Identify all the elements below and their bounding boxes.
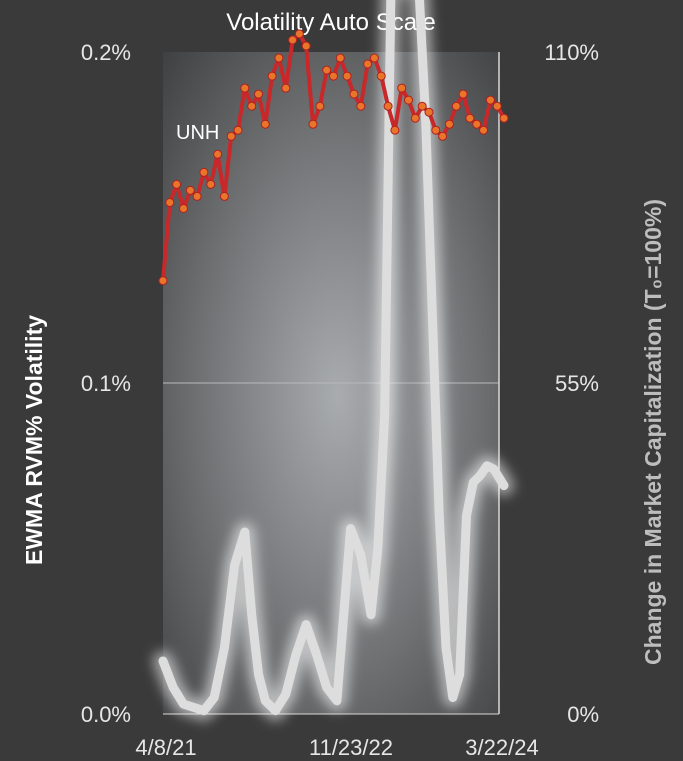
- market-cap-point-39: [424, 107, 434, 117]
- market-cap-point-33: [383, 101, 393, 111]
- market-cap-point-38: [417, 101, 427, 111]
- volatility-line: [158, 0, 509, 716]
- market-cap-point-0: [158, 276, 168, 286]
- market-cap-point-43: [451, 101, 461, 111]
- market-cap-point-19: [288, 35, 298, 45]
- market-cap-point-49: [492, 101, 502, 111]
- market-cap-point-44: [458, 89, 468, 99]
- y-tick-right-0: 0%: [567, 702, 599, 727]
- market-cap-point-15: [260, 119, 270, 129]
- market-cap-point-50: [499, 113, 509, 123]
- y-axis-right-label: Change in Market Capitalization (T₀=100%…: [640, 199, 666, 665]
- market-cap-point-25: [329, 71, 338, 81]
- market-cap-point-22: [308, 119, 318, 129]
- market-cap-point-28: [349, 89, 359, 99]
- y-tick-right-1: 55%: [555, 371, 599, 396]
- market-cap-point-42: [444, 119, 454, 129]
- market-cap-point-12: [240, 83, 250, 93]
- market-cap-point-47: [479, 125, 488, 135]
- market-cap-point-16: [267, 71, 277, 81]
- market-cap-point-34: [390, 125, 400, 135]
- market-cap-point-11: [233, 125, 243, 135]
- market-cap-point-32: [376, 71, 386, 81]
- volatility-series: [153, 0, 514, 721]
- y-tick-right-2: 110%: [544, 40, 599, 65]
- market-cap-series: [158, 29, 509, 286]
- market-cap-point-20: [294, 29, 304, 39]
- market-cap-point-1: [165, 198, 175, 207]
- market-cap-point-27: [342, 71, 352, 81]
- market-cap-point-10: [226, 131, 236, 141]
- x-tick-0: 4/8/21: [135, 735, 196, 760]
- market-cap-point-24: [322, 65, 332, 75]
- market-cap-point-3: [179, 204, 188, 213]
- market-cap-point-46: [472, 119, 482, 129]
- x-tick-1: 11/23/22: [309, 735, 393, 760]
- market-cap-point-4: [185, 185, 195, 195]
- market-cap-point-5: [192, 191, 202, 201]
- market-cap-point-7: [206, 179, 216, 189]
- y-axis-left-ticks: 0.0% 0.1% 0.2%: [81, 40, 131, 727]
- y-axis-right-ticks: 0% 55% 110%: [544, 40, 599, 727]
- market-cap-point-18: [281, 83, 291, 93]
- market-cap-point-8: [213, 149, 223, 159]
- market-cap-point-30: [363, 59, 373, 69]
- market-cap-point-17: [274, 53, 284, 63]
- market-cap-point-26: [335, 53, 345, 63]
- market-cap-point-48: [485, 95, 495, 105]
- x-tick-2: 3/22/24: [465, 735, 538, 760]
- y-axis-left-label: EWMA RVM% Volatility: [21, 315, 47, 565]
- market-cap-point-9: [219, 191, 229, 201]
- market-cap-point-23: [315, 101, 325, 111]
- market-cap-point-6: [199, 167, 209, 177]
- market-cap-point-36: [404, 95, 413, 105]
- y-tick-left-0: 0.0%: [81, 702, 131, 727]
- market-cap-point-21: [301, 41, 311, 51]
- market-cap-point-31: [369, 53, 379, 63]
- market-cap-point-41: [438, 131, 448, 141]
- chart-title: Volatility Auto Scale: [226, 9, 435, 36]
- market-cap-point-45: [465, 113, 475, 123]
- market-cap-point-35: [397, 83, 407, 93]
- market-cap-point-37: [410, 113, 420, 123]
- market-cap-point-40: [431, 125, 441, 135]
- market-cap-point-2: [172, 179, 182, 189]
- y-tick-left-1: 0.1%: [81, 371, 131, 396]
- series-annotation-unh: UNH: [176, 122, 219, 144]
- market-cap-point-29: [356, 101, 366, 111]
- x-axis-ticks: 4/8/21 11/23/22 3/22/24: [135, 735, 538, 760]
- market-cap-point-14: [254, 89, 263, 99]
- market-cap-point-13: [247, 101, 257, 111]
- y-tick-left-2: 0.2%: [81, 40, 131, 65]
